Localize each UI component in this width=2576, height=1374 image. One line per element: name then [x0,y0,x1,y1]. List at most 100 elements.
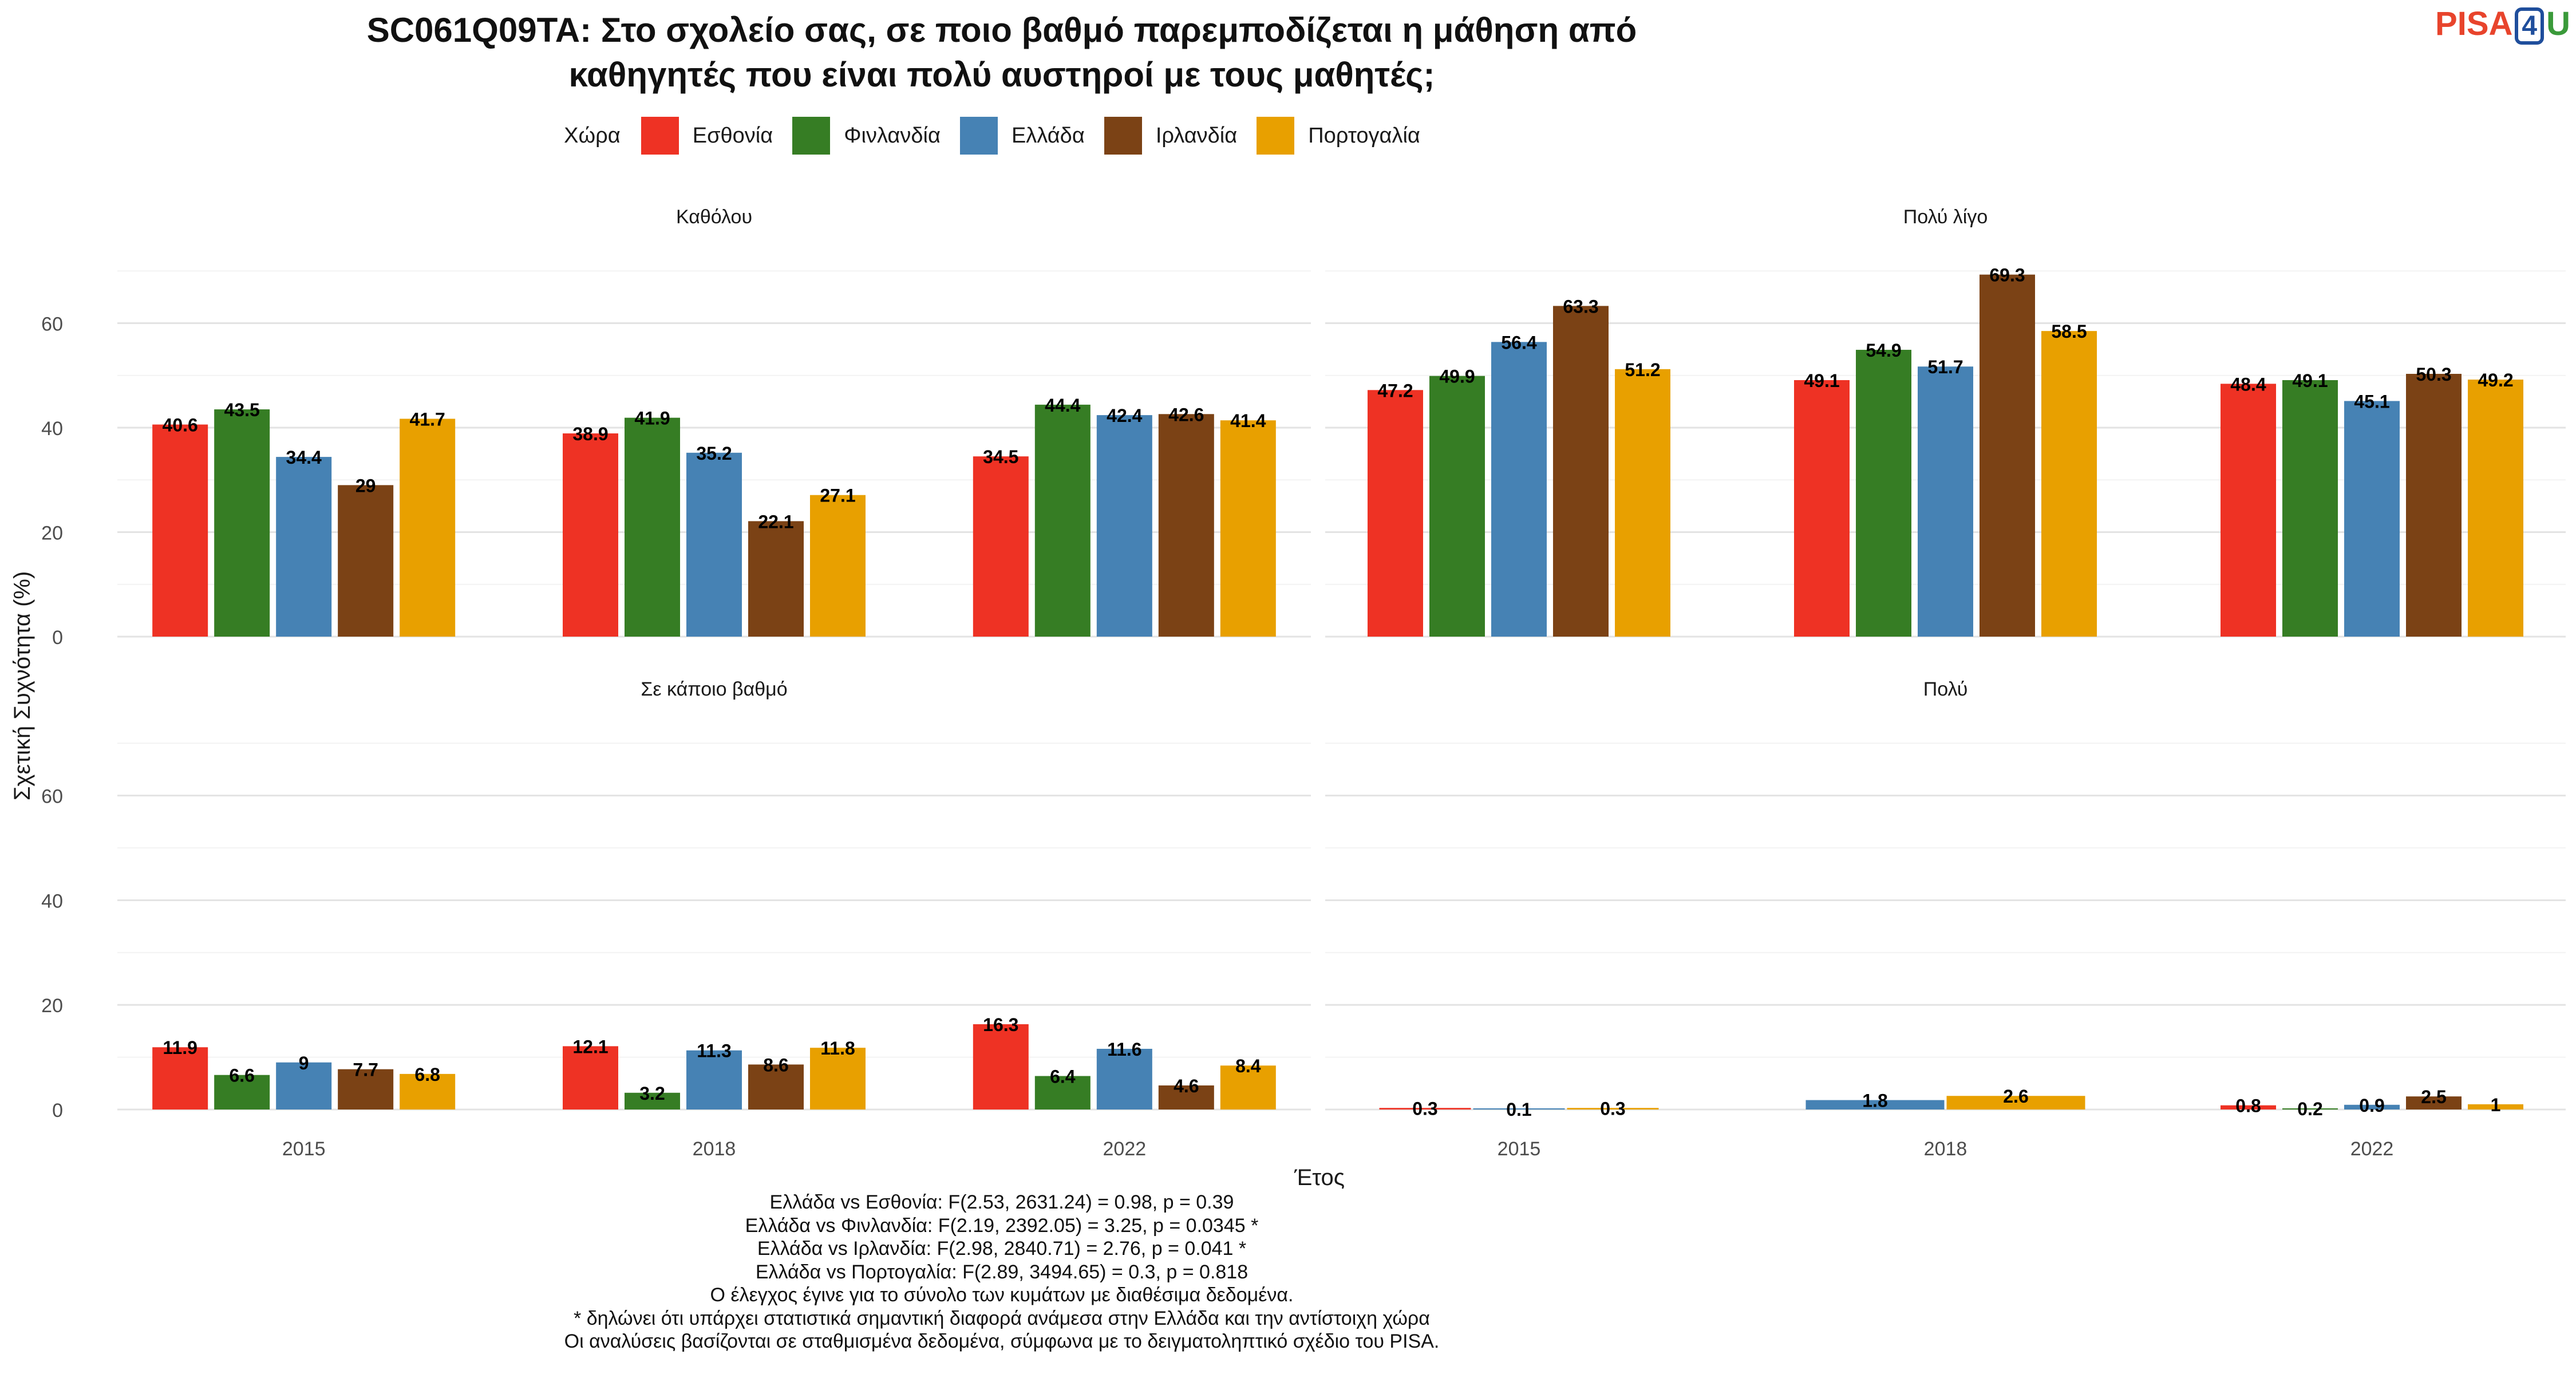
bar [686,452,742,637]
panel-title: Καθόλου [676,206,752,228]
bar [2221,384,2277,637]
bar-value-label: 11.6 [1107,1039,1142,1060]
bar-value-label: 6.4 [1050,1067,1076,1087]
bar [1794,380,1850,637]
panel-title: Σε κάποιο βαθμό [641,678,787,700]
pisa4u-logo: PISA 4 U [2435,5,2570,45]
bar-value-label: 54.9 [1866,340,1901,361]
bar-value-label: 41.7 [410,409,445,429]
bar-value-label: 43.5 [224,400,260,420]
y-tick-label: 60 [41,314,63,335]
bar [2221,1105,2277,1110]
bar-value-label: 11.8 [820,1038,855,1059]
legend-item: Εσθονία [641,117,773,155]
bar [1567,1108,1659,1110]
bar [1367,390,1423,637]
bar-value-label: 38.9 [572,424,608,444]
x-tick-label: 2018 [1924,1138,1967,1160]
bar [1034,404,1091,637]
legend-label: Ελλάδα [1011,123,1085,148]
bar [748,521,804,637]
bar-value-label: 1 [2491,1095,2501,1115]
bar [563,1046,618,1110]
panel-title: Πολύ [1923,678,1968,700]
bar-value-label: 47.2 [1377,380,1413,401]
legend-item: Πορτογαλία [1257,117,1420,155]
bar [1980,274,2035,637]
bar-value-label: 41.9 [634,408,670,429]
x-tick-label: 2022 [1103,1138,1147,1160]
caption-line: Ελλάδα vs Ιρλανδία: F(2.98, 2840.71) = 2… [757,1238,1247,1260]
bar [2344,401,2400,637]
bar-value-label: 50.3 [2416,364,2451,385]
bar-value-label: 16.3 [983,1014,1018,1035]
bar-value-label: 44.4 [1045,395,1080,416]
bar [1614,369,1670,637]
y-tick-label: 20 [41,995,63,1017]
x-tick-label: 2015 [1498,1138,1541,1160]
bar [214,409,270,637]
caption-line: Οι αναλύσεις βασίζονται σε σταθμισμένα δ… [564,1330,1440,1352]
bar-value-label: 35.2 [696,443,732,464]
bar [563,433,618,637]
y-axis-title: Σχετική Συχνότητα (%) [10,571,35,801]
bar-value-label: 0.9 [2359,1095,2384,1116]
bar-value-label: 6.8 [414,1064,440,1085]
legend-swatch [959,117,998,155]
chart-title: SC061Q09TA: Στο σχολείο σας, σε ποιο βαθ… [0,8,2004,97]
bar [2041,331,2097,637]
bar [400,418,456,637]
bar [1552,306,1609,637]
bar [276,1062,332,1110]
bar-value-label: 69.3 [1989,265,2025,286]
bar [276,457,332,637]
bar [214,1075,270,1110]
bar [1379,1108,1471,1110]
legend-title: Χώρα [564,123,621,148]
bar-value-label: 58.5 [2051,321,2087,342]
bar [2282,380,2338,637]
legend-label: Φινλανδία [844,123,941,148]
bar [1158,1085,1214,1110]
legend-swatch [1104,117,1142,155]
bar [338,485,394,637]
caption-line: Ελλάδα vs Πορτογαλία: F(2.89, 3494.65) =… [755,1261,1249,1283]
bar [1473,1108,1565,1110]
caption-line: Ελλάδα vs Φινλανδία: F(2.19, 2392.05) = … [745,1214,1259,1237]
bar-value-label: 45.1 [2354,391,2389,412]
y-tick-label: 40 [41,418,63,440]
bar-value-label: 40.6 [163,415,198,436]
y-tick-label: 0 [52,627,63,649]
legend-label: Πορτογαλία [1308,123,1420,148]
bar-value-label: 1.8 [1862,1091,1887,1111]
y-tick-label: 20 [41,523,63,544]
bar-value-label: 2.5 [2421,1087,2446,1107]
bar [2468,380,2524,637]
legend-item: Φινλανδία [792,117,941,155]
bar-value-label: 51.7 [1927,357,1963,377]
bar [1096,1048,1152,1110]
legend-item: Ελλάδα [959,117,1085,155]
y-tick-label: 40 [41,890,63,912]
bar [1034,1076,1091,1110]
bar-value-label: 48.4 [2230,374,2266,394]
bar [2468,1104,2524,1110]
bar [1096,415,1152,637]
legend-swatch [1257,117,1295,155]
bar-value-label: 41.4 [1230,410,1266,431]
bar-value-label: 34.5 [983,447,1018,467]
bar-value-label: 42.6 [1168,404,1204,425]
bar-value-label: 56.4 [1501,332,1536,353]
bar-value-label: 8.4 [1235,1056,1261,1076]
bar-value-label: 63.3 [1563,296,1598,317]
bar [2406,1096,2462,1110]
bar [1429,376,1485,637]
chart-legend: Χώρα Εσθονία Φινλανδία Ελλάδα Ιρλανδία Πορτο… [0,117,2004,155]
bar [1220,1065,1276,1110]
bar-value-label: 49.1 [1804,370,1839,391]
bar [1805,1100,1945,1110]
bar-value-label: 29 [355,475,376,496]
panel-title: Πολύ λίγο [1903,206,1988,228]
bar-value-label: 34.4 [286,447,322,468]
